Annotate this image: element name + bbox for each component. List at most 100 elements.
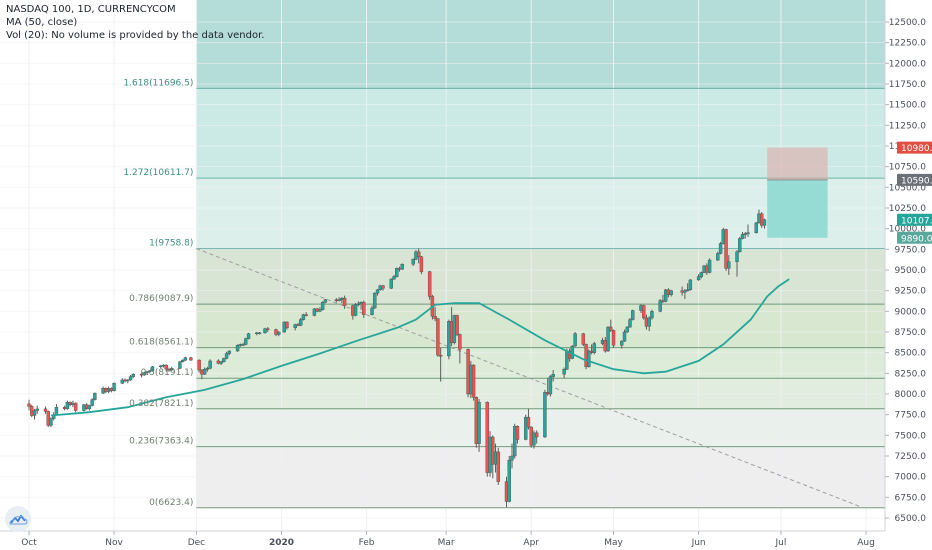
price-tick-label: 9750.0 xyxy=(895,245,927,255)
ma-legend[interactable]: MA (50, close) xyxy=(6,17,78,28)
last-price-badge: 10107.2 xyxy=(897,213,932,226)
price-axis-background xyxy=(885,0,932,550)
candle xyxy=(724,228,728,271)
fib-level-label: 1.618(11696.5) xyxy=(123,78,193,88)
candle-body xyxy=(740,234,745,239)
candle xyxy=(620,340,624,349)
candle-body xyxy=(202,369,207,375)
candle xyxy=(263,327,267,334)
candle-body xyxy=(754,222,758,234)
time-axis[interactable]: Oct Nov Dec 2020 Feb Mar Apr May Jun Jul Aug xyxy=(0,530,932,550)
candle-body xyxy=(257,332,262,335)
candle xyxy=(740,231,745,240)
last-price-badge-label: 10107.2 xyxy=(901,216,932,226)
candle xyxy=(277,331,281,337)
candle-body xyxy=(375,289,380,294)
candle xyxy=(298,317,303,327)
candle-body xyxy=(419,256,424,272)
candle xyxy=(458,333,462,364)
candle-body xyxy=(427,271,432,297)
fib-zone-fills xyxy=(196,0,885,508)
candle-body xyxy=(227,350,232,354)
candle xyxy=(49,417,53,428)
candle-body xyxy=(318,309,322,312)
take-profit-zone xyxy=(767,179,828,238)
tradingview-logo[interactable] xyxy=(5,506,31,532)
symbol-title[interactable]: NASDAQ 100, 1D, CURRENCYCOM xyxy=(6,4,176,15)
price-tick-label: 12000.0 xyxy=(889,59,926,69)
candle xyxy=(524,414,528,441)
candle xyxy=(337,297,341,302)
candle-body xyxy=(312,308,317,316)
candle-body xyxy=(342,297,347,306)
candle-body xyxy=(642,305,646,319)
candle xyxy=(246,332,251,340)
candle-body xyxy=(513,426,517,457)
time-tick-label: Feb xyxy=(359,538,375,548)
candle-body xyxy=(46,411,50,426)
candle xyxy=(716,251,720,261)
candle xyxy=(35,405,39,414)
candle-body xyxy=(362,302,366,315)
entry-price-badge: 10590.0 xyxy=(897,173,932,186)
candle xyxy=(43,406,48,414)
candle-body xyxy=(381,285,385,289)
price-tick-label: 10500.0 xyxy=(889,183,926,193)
candle-body xyxy=(395,268,399,277)
price-axis[interactable]: 6500.0 6750.0 7000.0 7250.0 7500.0 7750.0 8000… xyxy=(884,0,932,550)
candle-body xyxy=(304,314,308,316)
price-tick-label: 10250.0 xyxy=(889,204,926,214)
candle xyxy=(178,360,182,370)
candle xyxy=(515,425,520,444)
candle-body xyxy=(438,354,443,357)
candle-body xyxy=(73,402,78,411)
candle xyxy=(738,236,742,253)
candle xyxy=(208,359,212,370)
candle xyxy=(392,274,396,280)
candle-body xyxy=(356,303,361,306)
short-position-tool[interactable] xyxy=(767,147,828,238)
candle-body xyxy=(197,359,201,371)
time-tick-label: Aug xyxy=(857,538,875,548)
candle xyxy=(197,359,201,373)
fib-level-label: 0.786(9087.9) xyxy=(129,294,193,304)
candle-body xyxy=(208,360,212,369)
candle xyxy=(148,370,152,374)
candle xyxy=(395,267,399,278)
price-tick-label: 10000.0 xyxy=(889,225,926,235)
candle xyxy=(304,312,308,317)
candle-body xyxy=(507,459,511,502)
trendline[interactable] xyxy=(196,248,864,509)
candle xyxy=(699,271,704,279)
candle xyxy=(257,332,262,335)
candle xyxy=(189,356,193,361)
candle-body xyxy=(246,333,251,339)
candle xyxy=(760,212,764,228)
candle-body xyxy=(400,264,404,270)
price-tick-label: 8250.0 xyxy=(895,369,927,379)
candle-body xyxy=(353,304,358,316)
candle xyxy=(183,356,188,361)
candle xyxy=(606,326,610,352)
candle xyxy=(112,382,116,392)
candle-body xyxy=(120,379,125,384)
price-tick-label: 7000.0 xyxy=(895,473,927,483)
price-tick-label: 9500.0 xyxy=(895,266,927,276)
candle-body xyxy=(235,345,240,352)
candle-body xyxy=(760,213,764,226)
candle-body xyxy=(277,331,281,335)
candle xyxy=(496,447,500,485)
candle xyxy=(342,295,347,309)
candle xyxy=(150,365,155,372)
candle-body xyxy=(90,399,94,406)
candle-body xyxy=(241,344,245,346)
candle xyxy=(642,304,646,320)
candle xyxy=(562,367,566,379)
candle xyxy=(696,274,701,281)
candle xyxy=(293,323,297,331)
candle-body xyxy=(592,343,597,353)
candle xyxy=(202,367,207,375)
volume-legend[interactable]: Vol (20): No volume is provided by the d… xyxy=(6,30,265,41)
price-tick-label: 11500.0 xyxy=(889,101,926,111)
